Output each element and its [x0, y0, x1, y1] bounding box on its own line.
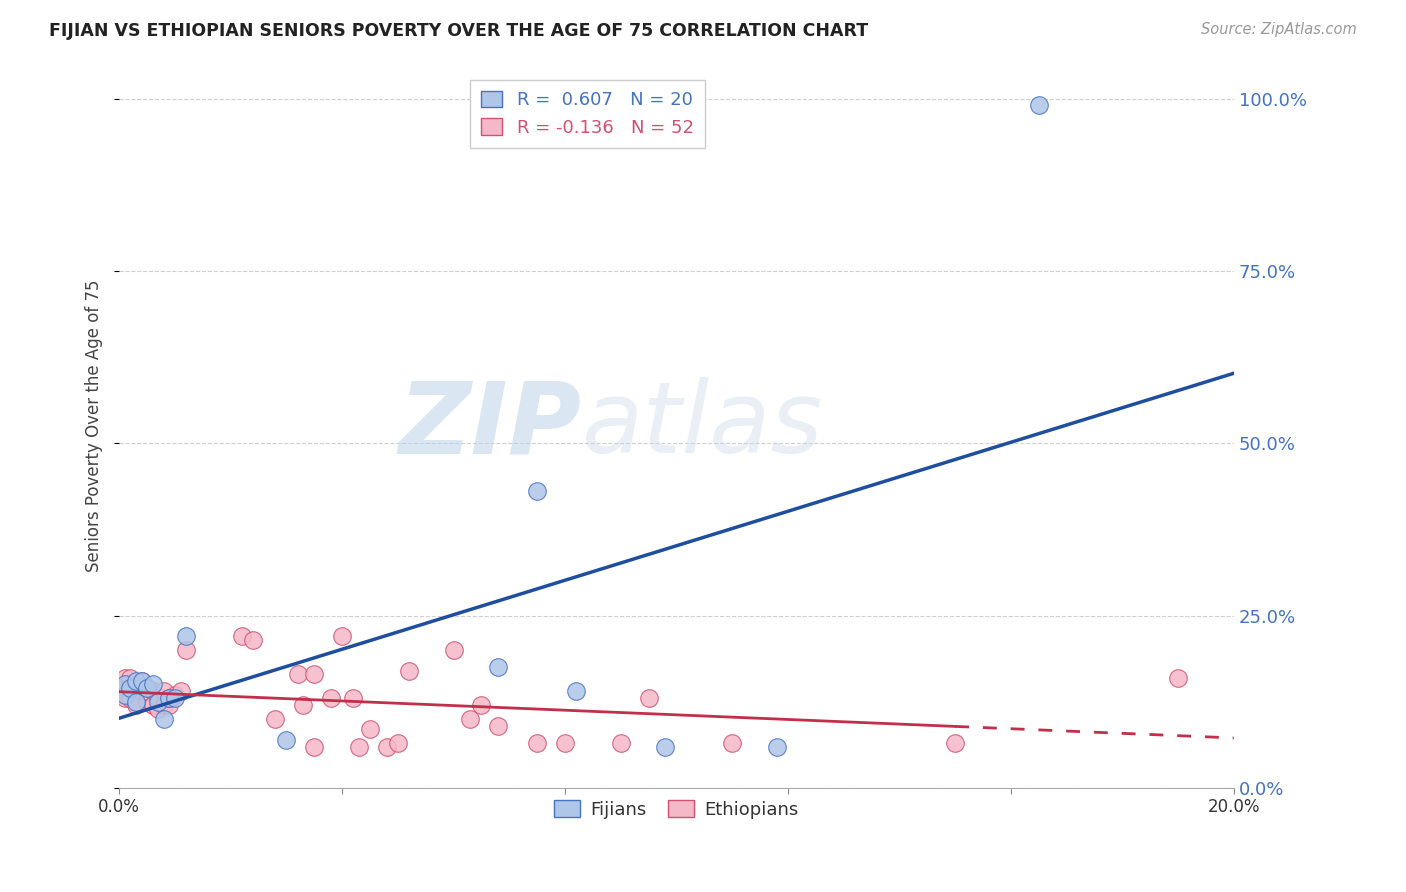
Point	[610, 736, 633, 750]
Point	[565, 684, 588, 698]
Text: FIJIAN VS ETHIOPIAN SENIORS POVERTY OVER THE AGE OF 75 CORRELATION CHART: FIJIAN VS ETHIOPIAN SENIORS POVERTY OVER…	[49, 22, 869, 40]
Point	[125, 681, 148, 695]
Point	[264, 712, 287, 726]
Point	[387, 736, 409, 750]
Point	[114, 671, 136, 685]
Point	[375, 739, 398, 754]
Point	[347, 739, 370, 754]
Point	[125, 673, 148, 688]
Point	[163, 691, 186, 706]
Point	[554, 736, 576, 750]
Point	[114, 681, 136, 695]
Point	[163, 688, 186, 702]
Point	[242, 632, 264, 647]
Point	[486, 719, 509, 733]
Point	[136, 688, 159, 702]
Point	[120, 681, 142, 695]
Point	[136, 681, 159, 695]
Point	[136, 684, 159, 698]
Point	[443, 643, 465, 657]
Point	[169, 684, 191, 698]
Point	[148, 691, 170, 706]
Point	[287, 667, 309, 681]
Point	[142, 698, 165, 713]
Point	[460, 712, 482, 726]
Point	[114, 677, 136, 691]
Point	[526, 736, 548, 750]
Point	[1167, 671, 1189, 685]
Point	[120, 691, 142, 706]
Point	[120, 671, 142, 685]
Point	[120, 677, 142, 691]
Point	[131, 684, 153, 698]
Point	[330, 629, 353, 643]
Point	[637, 691, 659, 706]
Point	[159, 691, 181, 706]
Point	[398, 664, 420, 678]
Point	[125, 691, 148, 706]
Y-axis label: Seniors Poverty Over the Age of 75: Seniors Poverty Over the Age of 75	[86, 280, 103, 572]
Point	[654, 739, 676, 754]
Point	[114, 691, 136, 706]
Point	[304, 667, 326, 681]
Legend: Fijians, Ethiopians: Fijians, Ethiopians	[547, 793, 806, 826]
Point	[276, 732, 298, 747]
Point	[148, 695, 170, 709]
Point	[148, 701, 170, 715]
Point	[943, 736, 966, 750]
Point	[359, 723, 381, 737]
Point	[142, 698, 165, 713]
Point	[486, 660, 509, 674]
Point	[319, 691, 342, 706]
Point	[292, 698, 315, 713]
Point	[231, 629, 253, 643]
Point	[125, 698, 148, 713]
Point	[131, 673, 153, 688]
Point	[342, 691, 364, 706]
Point	[174, 643, 197, 657]
Point	[304, 739, 326, 754]
Point	[142, 684, 165, 698]
Point	[114, 688, 136, 702]
Point	[153, 684, 176, 698]
Point	[142, 677, 165, 691]
Point	[526, 484, 548, 499]
Point	[153, 712, 176, 726]
Point	[1028, 98, 1050, 112]
Text: ZIP: ZIP	[399, 377, 582, 475]
Point	[470, 698, 492, 713]
Point	[136, 695, 159, 709]
Point	[159, 691, 181, 706]
Point	[153, 698, 176, 713]
Point	[131, 673, 153, 688]
Point	[125, 695, 148, 709]
Text: atlas: atlas	[582, 377, 824, 475]
Point	[766, 739, 789, 754]
Text: Source: ZipAtlas.com: Source: ZipAtlas.com	[1201, 22, 1357, 37]
Point	[721, 736, 744, 750]
Point	[159, 698, 181, 713]
Point	[174, 629, 197, 643]
